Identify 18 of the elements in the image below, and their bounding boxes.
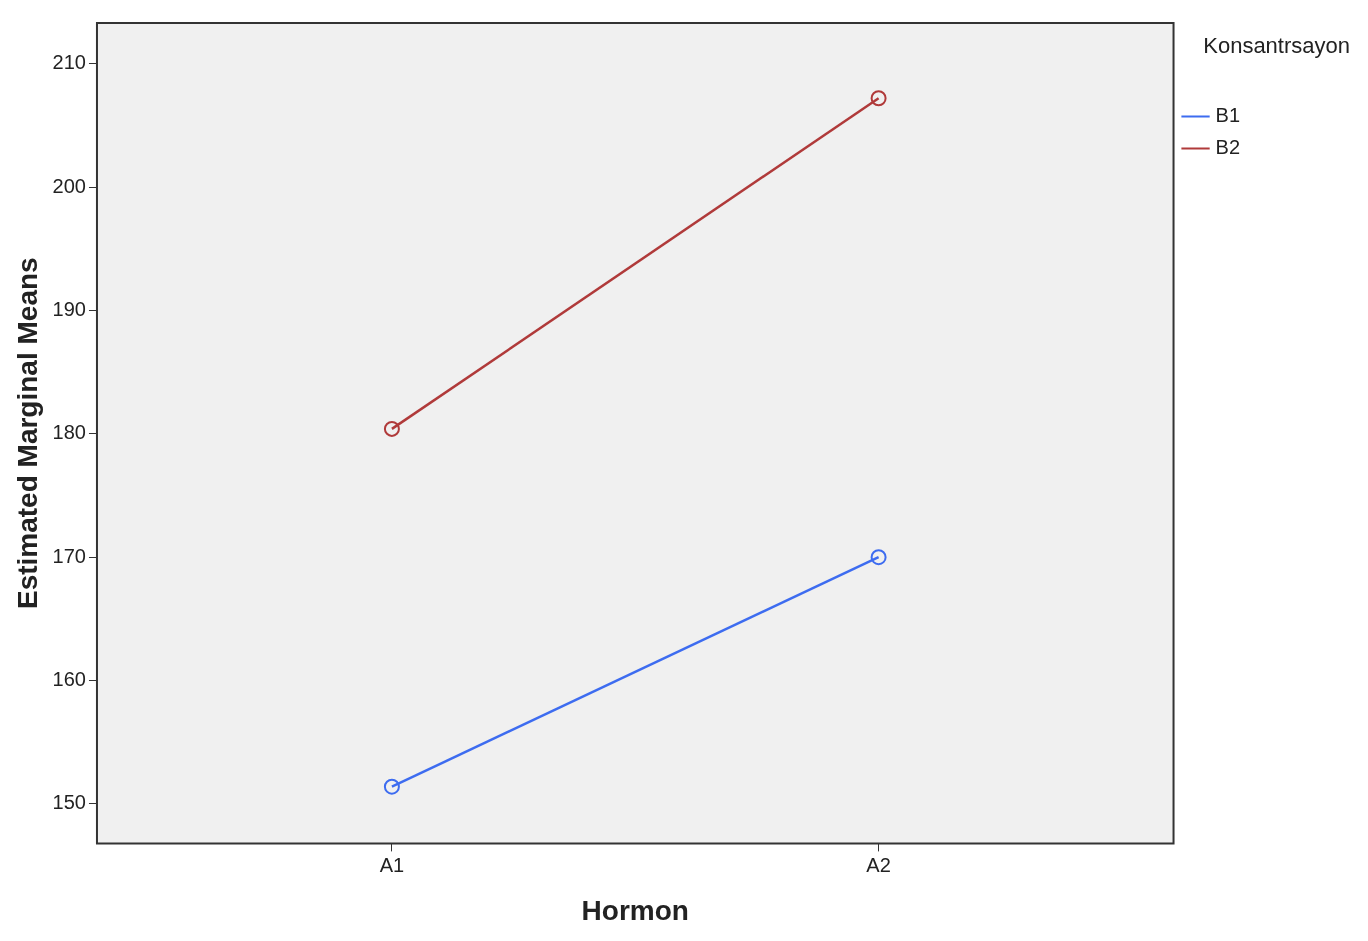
- x-axis-title: Hormon: [581, 894, 689, 926]
- y-tick-label: 210: [52, 51, 86, 74]
- y-tick-label: 190: [52, 297, 86, 320]
- y-tick-label: 160: [52, 668, 86, 691]
- y-tick-label: 170: [52, 544, 86, 567]
- y-tick-label: 180: [52, 421, 86, 444]
- point: [383, 420, 400, 437]
- legend-label: B1: [1215, 103, 1241, 126]
- legend-label: B2: [1215, 135, 1241, 158]
- point: [870, 549, 887, 566]
- point: [383, 778, 400, 795]
- x-tick-label: A1: [379, 853, 405, 876]
- y-tick-label: 150: [52, 791, 86, 814]
- point: [870, 90, 887, 107]
- y-tick-label: 200: [52, 174, 86, 197]
- x-tick-label: A2: [866, 853, 891, 876]
- legend-title: Konsantrsayon: [1203, 33, 1350, 59]
- y-axis-title: Estimated Marginal Means: [11, 257, 43, 610]
